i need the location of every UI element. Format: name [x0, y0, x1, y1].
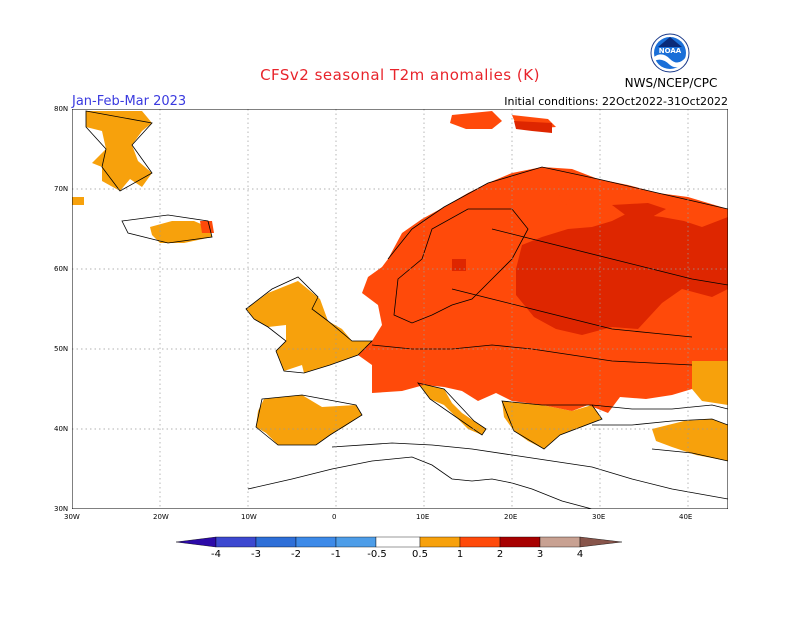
- coastline-15: [451, 288, 693, 338]
- coastline-4: [387, 166, 728, 260]
- colorbar-label-1: 1: [456, 549, 464, 560]
- lon-label-20e: 20E: [504, 513, 518, 521]
- colorbar-label-m4: -4: [211, 549, 221, 560]
- lat-label-40n: 40N: [54, 425, 69, 433]
- initial-conditions: Initial conditions: 22Oct2022-31Oct2022: [504, 95, 728, 108]
- anomaly-region-16: [558, 189, 572, 205]
- lon-label-40e: 40E: [679, 513, 693, 521]
- lon-label-10w: 10W: [241, 513, 257, 521]
- noaa-logo-icon: NOAA: [650, 33, 690, 73]
- lon-label-0: 0: [332, 513, 337, 521]
- anomaly-map: [72, 109, 728, 509]
- colorbar-high-arrow: [579, 536, 623, 548]
- colorbar-label-m2: -2: [291, 549, 301, 560]
- coastline-12: [331, 442, 728, 500]
- colorbar-bin-1-2: [459, 536, 501, 548]
- anomaly-region-5: [256, 395, 362, 445]
- colorbar-bin-m2-m1: [295, 536, 337, 548]
- coastline-9: [591, 404, 728, 410]
- anomaly-region-13: [450, 111, 502, 129]
- coastline-7: [417, 382, 487, 436]
- anomaly-region-8: [652, 419, 728, 461]
- lon-label-20w: 20W: [153, 513, 169, 521]
- colorbar-label-m3: -3: [251, 549, 261, 560]
- coastline-13: [247, 456, 593, 509]
- anomaly-region-2: [86, 111, 152, 191]
- colorbar-label-4: 4: [576, 549, 584, 560]
- noaa-logo-text: NOAA: [659, 47, 682, 55]
- lat-label-50n: 50N: [54, 345, 69, 353]
- coastline-1: [85, 110, 153, 192]
- colorbar-bin-2-3: [499, 536, 541, 548]
- lon-label-30w: 30W: [64, 513, 80, 521]
- anomaly-region-1: [72, 197, 84, 205]
- anomaly-region-7: [502, 401, 602, 449]
- anomaly-region-6: [418, 383, 486, 435]
- agency-label: NWS/NCEP/CPC: [624, 76, 718, 90]
- colorbar: [175, 536, 623, 548]
- anomaly-region-18: [514, 121, 552, 133]
- coastline-11: [651, 448, 728, 462]
- colorbar-low-arrow: [175, 536, 217, 548]
- colorbar-label-m05: -0.5: [367, 549, 387, 560]
- colorbar-label-05: 0.5: [412, 549, 428, 560]
- coastline-5: [393, 208, 529, 324]
- colorbar-bin-m05-05: [375, 536, 421, 548]
- colorbar-label-3: 3: [536, 549, 544, 560]
- anomaly-region-19: [452, 259, 466, 271]
- coastline-2: [121, 214, 213, 244]
- anomaly-region-9: [692, 361, 728, 405]
- anomaly-region-17: [516, 213, 728, 335]
- graticule: [72, 109, 728, 509]
- colorbar-bin-m1-m05: [335, 536, 377, 548]
- colorbar-bin-3-4: [539, 536, 581, 548]
- colorbar-label-m1: -1: [331, 549, 341, 560]
- anomaly-region-20: [612, 203, 666, 217]
- lon-label-10e: 10E: [416, 513, 430, 521]
- lat-label-70n: 70N: [54, 185, 69, 193]
- coastline-10: [592, 418, 728, 426]
- lat-label-60n: 60N: [54, 265, 69, 273]
- chart-title: CFSv2 seasonal T2m anomalies (K): [260, 66, 540, 84]
- coastline-6: [255, 394, 363, 446]
- colorbar-label-2: 2: [496, 549, 504, 560]
- coastlines: [85, 110, 728, 509]
- lat-label-80n: 80N: [54, 105, 69, 113]
- forecast-period: Jan-Feb-Mar 2023: [72, 94, 187, 109]
- lat-label-30n: 30N: [54, 505, 69, 513]
- coastline-16: [491, 228, 728, 286]
- coastline-3: [245, 276, 373, 374]
- colorbar-bin-05-1: [419, 536, 461, 548]
- coastline-8: [501, 400, 603, 450]
- colorbar-bin-m4-m3: [215, 536, 257, 548]
- anomaly-region-3: [150, 221, 212, 243]
- colorbar-bin-m3-m2: [255, 536, 297, 548]
- lon-label-30e: 30E: [592, 513, 606, 521]
- anomaly-region-15: [200, 221, 214, 233]
